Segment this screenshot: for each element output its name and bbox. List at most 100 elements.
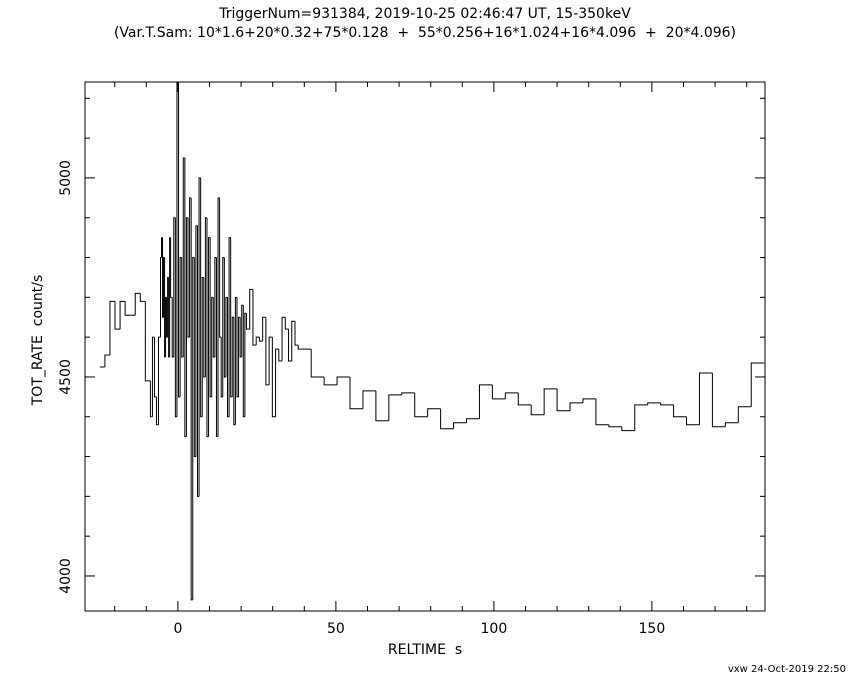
step-bin — [192, 257, 195, 600]
step-bin — [517, 392, 532, 406]
step-bin — [245, 313, 250, 330]
step-bin — [169, 237, 171, 358]
step-bin — [750, 362, 765, 407]
step-bin — [220, 337, 223, 398]
step-bin — [217, 197, 220, 437]
x-tick-label: 100 — [481, 621, 508, 637]
step-bin — [543, 388, 558, 415]
step-bin — [244, 312, 247, 417]
step-bin — [219, 197, 222, 338]
step-bin — [349, 376, 363, 410]
step-bin — [227, 297, 230, 418]
step-bin — [176, 81, 179, 417]
step-bin — [196, 225, 200, 497]
step-bin — [236, 297, 239, 398]
step-bin — [170, 237, 173, 298]
step-bin — [144, 301, 151, 382]
step-bin — [193, 257, 196, 458]
step-bin — [453, 422, 467, 429]
step-bin — [209, 237, 212, 398]
step-bin — [268, 336, 273, 385]
step-bin — [124, 301, 131, 316]
step-bin — [215, 257, 219, 438]
step-bin — [634, 404, 648, 431]
step-bin — [465, 418, 480, 423]
step-bin — [231, 316, 234, 397]
x-axis-label: RELTIME s — [388, 642, 462, 658]
step-bin — [190, 197, 193, 601]
step-bin — [491, 384, 506, 400]
chart-subtitle: (Var.T.Sam: 10*1.6+20*0.32+75*0.128 + 55… — [114, 25, 736, 41]
y-axis-label: TOT_RATE count/s — [30, 275, 46, 407]
step-bin — [336, 376, 351, 385]
x-tick-label: 0 — [173, 621, 182, 637]
step-bin — [265, 317, 270, 386]
step-bin — [478, 384, 493, 419]
step-bin — [163, 257, 165, 318]
step-bin — [119, 300, 126, 330]
step-bin — [258, 337, 263, 342]
step-bin — [281, 316, 286, 362]
step-bin — [184, 158, 187, 438]
step-bin — [157, 336, 160, 425]
step-bin — [569, 402, 583, 411]
step-bin — [582, 398, 596, 403]
step-bin — [239, 317, 242, 358]
step-bin — [208, 237, 211, 437]
step-bin — [179, 257, 182, 397]
step-bin — [530, 404, 545, 416]
step-bin — [294, 321, 299, 346]
x-tick-label: 150 — [639, 621, 666, 637]
step-bin — [149, 380, 152, 418]
step-bin — [212, 297, 215, 358]
step-bin — [189, 197, 192, 338]
step-bin — [187, 217, 190, 338]
step-bin — [195, 225, 198, 457]
step-bin — [673, 404, 687, 418]
step-bin — [200, 177, 203, 418]
step-bin — [109, 300, 116, 356]
step-bin — [139, 293, 146, 302]
step-bin — [310, 349, 325, 378]
step-bin — [230, 237, 233, 398]
step-bin — [151, 336, 154, 417]
step-bin — [275, 348, 279, 417]
step-bin — [214, 257, 217, 358]
y-tick-label: 4000 — [58, 558, 74, 594]
step-bin — [185, 217, 189, 437]
step-bin — [255, 336, 260, 346]
step-bin — [440, 408, 454, 430]
step-bin — [222, 257, 225, 397]
step-bin — [160, 257, 162, 338]
step-bin — [388, 394, 402, 421]
step-bin — [198, 177, 201, 497]
step-bin — [204, 217, 207, 377]
step-bin — [262, 316, 266, 342]
step-bin — [252, 289, 257, 346]
step-bin — [427, 408, 441, 417]
step-bin — [162, 237, 164, 318]
step-bin — [291, 320, 296, 362]
step-bin — [401, 392, 415, 395]
step-bin — [238, 316, 241, 397]
step-bin — [504, 392, 519, 399]
step-bin — [621, 426, 635, 432]
step-bin — [362, 390, 376, 409]
step-bin — [278, 349, 283, 362]
step-bin — [178, 82, 181, 398]
step-bin — [174, 217, 177, 418]
step-bin — [271, 337, 276, 418]
step-bin — [161, 237, 163, 258]
step-bin — [201, 276, 204, 417]
step-bin — [153, 337, 156, 398]
step-bin — [104, 354, 110, 367]
step-bin — [284, 317, 289, 330]
y-tick-label: 5000 — [58, 160, 74, 196]
step-bin — [698, 372, 713, 425]
step-bin — [737, 406, 752, 423]
step-bin — [228, 237, 231, 417]
step-bin — [711, 372, 726, 428]
step-bin — [595, 398, 609, 426]
step-bin — [155, 396, 158, 426]
